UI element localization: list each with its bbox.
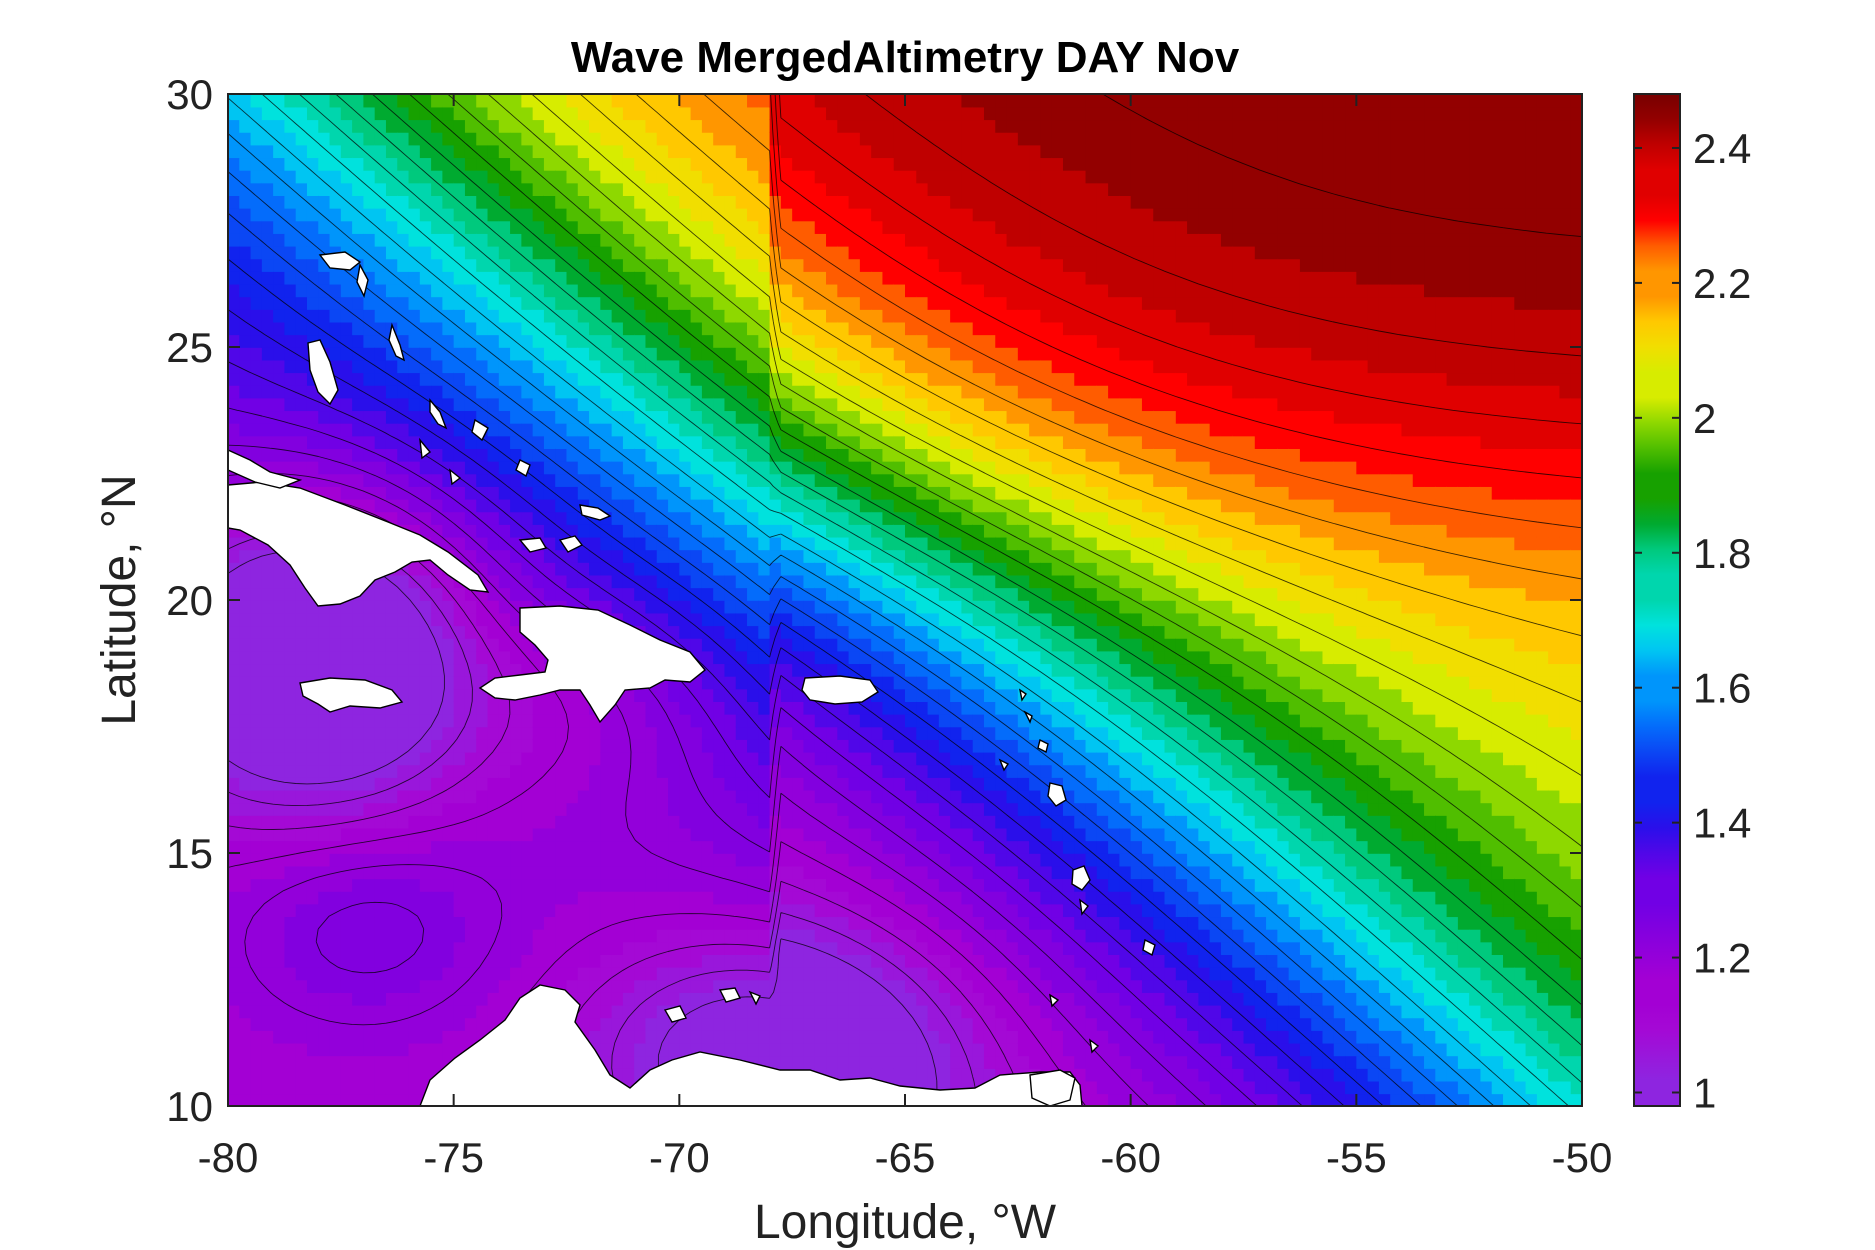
chart-title: Wave MergedAltimetry DAY Nov: [571, 33, 1240, 82]
y-tick-label: 15: [166, 830, 213, 877]
land-cuba: [228, 481, 490, 607]
colorbar-ticks: 1 1.2 1.4 1.6 1.8 2 2.2 2.4: [1634, 125, 1751, 1117]
x-tick-label: -75: [423, 1134, 484, 1181]
land-puerto-rico: [801, 675, 879, 705]
x-tick-label: -70: [649, 1134, 710, 1181]
y-tick-label: 20: [166, 577, 213, 624]
colorbar-tick-label: 2.4: [1693, 125, 1751, 172]
y-tick-label: 10: [166, 1083, 213, 1130]
y-axis: 10 15 20 25 30: [166, 71, 1582, 1130]
colorbar-tick-label: 2: [1693, 395, 1716, 442]
y-tick-label: 30: [166, 71, 213, 118]
land-mask: [228, 251, 1156, 1106]
land-trinidad: [1029, 1069, 1076, 1106]
x-tick-label: -60: [1100, 1134, 1161, 1181]
colorbar-tick-label: 2.2: [1693, 260, 1751, 307]
colorbar-tick-label: 1.8: [1693, 530, 1751, 577]
x-tick-label: -55: [1326, 1134, 1387, 1181]
x-tick-label: -50: [1552, 1134, 1613, 1181]
land-bahamas-small: [356, 262, 612, 553]
colorbar-tick-label: 1.6: [1693, 665, 1751, 712]
land-isla-juventud: [558, 535, 584, 553]
land-south-america: [419, 984, 1083, 1106]
x-axis-label: Longitude, °W: [754, 1196, 1057, 1249]
contour-field: [228, 94, 1582, 1106]
colorbar-gradient: [1633, 93, 1681, 1107]
y-axis-label: Latitude, °N: [93, 474, 146, 725]
land-jamaica: [299, 677, 404, 713]
land-grand-bahama: [318, 251, 362, 271]
land-cuba-west: [228, 449, 303, 489]
land-hispaniola: [478, 605, 706, 724]
x-tick-label: -80: [198, 1134, 259, 1181]
x-axis: -80 -75 -70 -65 -60 -55 -50: [198, 94, 1613, 1181]
x-tick-label: -65: [875, 1134, 936, 1181]
land-lesser-antilles: [998, 688, 1156, 1054]
y-tick-label: 25: [166, 324, 213, 371]
land-curacao: [663, 987, 761, 1023]
land-andros: [307, 339, 339, 406]
colorbar: [1633, 93, 1681, 1107]
colorbar-tick-label: 1.2: [1693, 935, 1751, 982]
colorbar-tick-label: 1: [1693, 1070, 1716, 1117]
colorbar-tick-label: 1.4: [1693, 800, 1751, 847]
